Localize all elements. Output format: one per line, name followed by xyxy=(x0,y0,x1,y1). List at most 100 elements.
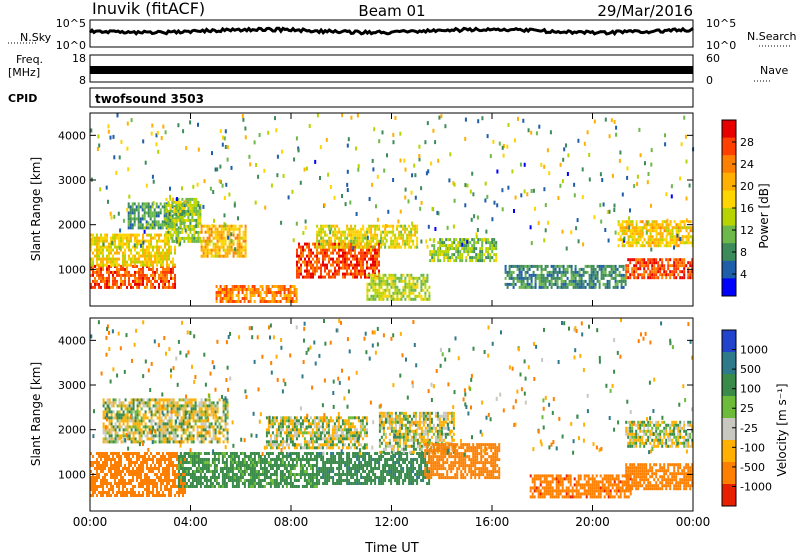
scatter-cell xyxy=(667,258,670,262)
scatter-cell xyxy=(146,404,149,408)
scatter-cell xyxy=(157,214,160,218)
scatter-cell xyxy=(433,244,436,248)
scatter-cell xyxy=(396,291,399,295)
scatter-cell xyxy=(216,437,219,441)
scatter-cell xyxy=(192,425,195,429)
scatter-cell xyxy=(669,235,672,239)
scatter-cell xyxy=(189,197,192,201)
scatter-cell xyxy=(336,251,338,255)
scatter-cell xyxy=(216,410,219,414)
scatter-cell xyxy=(118,422,121,426)
scatter-cell xyxy=(598,279,601,283)
scatter-cell xyxy=(133,211,136,215)
scatter-cell xyxy=(113,235,116,240)
scatter-cell xyxy=(138,419,141,423)
scatter-cell xyxy=(394,285,397,289)
scatter-cell xyxy=(578,273,581,277)
scatter-cell xyxy=(122,260,124,264)
scatter-cell xyxy=(116,482,118,485)
scatter-cell xyxy=(174,276,176,280)
scatter-cell xyxy=(298,269,300,273)
scatter-cell xyxy=(302,254,304,258)
scatter-cell xyxy=(142,260,144,264)
scatter-cell xyxy=(140,434,143,438)
scatter-cell xyxy=(461,238,464,242)
scatter-cell xyxy=(370,224,373,228)
scatter-cell xyxy=(310,266,312,270)
scatter-cell xyxy=(159,211,162,215)
scatter-cell xyxy=(106,233,108,237)
scatter-cell xyxy=(209,485,212,488)
scatter-cell xyxy=(366,282,369,286)
scatter-cell xyxy=(394,288,397,292)
scatter-cell xyxy=(227,288,230,291)
scatter-cell xyxy=(243,300,246,303)
scatter-cell xyxy=(342,272,344,276)
scatter-cell xyxy=(372,233,375,237)
scatter-cell xyxy=(215,452,218,455)
scatter-cell xyxy=(471,259,474,263)
scatter-cell xyxy=(199,476,202,479)
scatter-cell xyxy=(269,291,272,294)
scatter-cell xyxy=(376,266,378,270)
scatter-cell xyxy=(402,233,405,237)
scatter-cell xyxy=(170,245,172,249)
scatter-cell xyxy=(231,291,234,294)
scatter-cell xyxy=(98,276,100,280)
scatter-cell xyxy=(138,440,141,444)
scatter-cell xyxy=(122,233,124,237)
scatter-cell xyxy=(112,401,115,405)
scatter-cell xyxy=(146,248,148,252)
scatter-cell xyxy=(495,256,498,260)
scatter-cell xyxy=(368,251,370,255)
scatter-cell xyxy=(364,257,366,261)
scatter-cell xyxy=(459,259,462,263)
scatter-cell xyxy=(106,260,108,264)
scatter-cell xyxy=(655,258,658,262)
scatter-cell xyxy=(511,169,514,174)
scatter-cell xyxy=(183,476,186,479)
scatter-cell xyxy=(606,285,609,289)
scatter-cell xyxy=(218,233,221,237)
scatter-cell xyxy=(390,245,393,249)
scatter-cell xyxy=(453,241,456,245)
scatter-cell xyxy=(638,127,641,132)
scatter-cell xyxy=(110,467,112,470)
scatter-cell xyxy=(463,244,466,248)
scatter-cell xyxy=(130,233,132,237)
scatter-cell xyxy=(374,279,377,283)
scatter-cell xyxy=(130,473,132,476)
scatter-cell xyxy=(130,239,132,243)
scatter-cell xyxy=(437,158,440,163)
scatter-cell xyxy=(237,291,240,294)
scatter-cell xyxy=(249,288,252,291)
scatter-cell xyxy=(116,257,118,261)
scatter-cell xyxy=(148,242,150,246)
scatter-cell xyxy=(209,482,212,485)
scatter-cell xyxy=(372,266,374,270)
scatter-cell xyxy=(635,267,638,271)
scatter-cell xyxy=(639,220,642,224)
scatter-cell xyxy=(614,285,617,289)
scatter-cell xyxy=(162,491,164,494)
scatter-cell xyxy=(140,464,142,467)
scatter-cell xyxy=(178,410,181,414)
scatter-cell xyxy=(263,297,266,300)
scatter-cell xyxy=(376,233,379,237)
scatter-cell xyxy=(338,260,340,264)
scatter-cell xyxy=(374,297,377,301)
scatter-cell xyxy=(386,153,388,158)
scatter-cell xyxy=(106,410,109,414)
scatter-cell xyxy=(146,239,148,243)
scatter-cell xyxy=(376,260,378,264)
scatter-cell xyxy=(527,128,530,133)
scatter-cell xyxy=(422,279,425,283)
scatter-cell xyxy=(145,223,148,227)
scatter-cell xyxy=(124,267,126,271)
scatter-cell xyxy=(110,245,112,249)
nsearch-tick-top: 10^5 xyxy=(706,17,736,30)
scatter-cell xyxy=(203,467,206,470)
scatter-cell xyxy=(348,266,350,270)
scatter-cell xyxy=(449,259,452,263)
scatter-cell xyxy=(117,211,120,216)
